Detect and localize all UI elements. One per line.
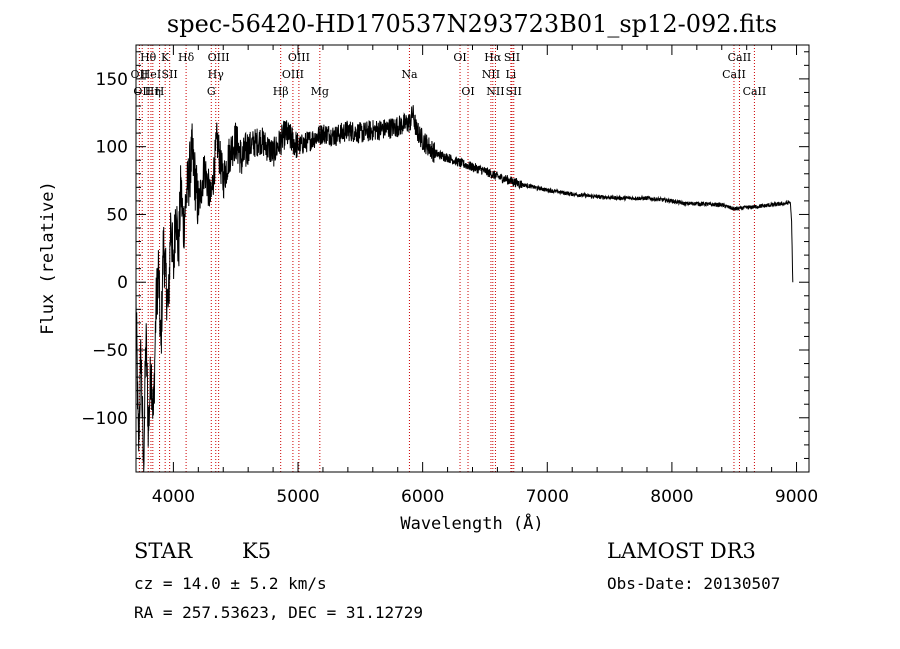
spectral-line-label: Hη [145, 85, 161, 98]
x-axis-ticks: 4000 5000 6000 7000 8000 9000 [152, 45, 818, 507]
spectral-line-label: Hθ [140, 51, 157, 64]
spectral-line-labels: OIIOIIHθHeIHηHKSIIHδGHγOIIIHβOIIIOIIIMgN… [131, 51, 767, 98]
spectral-line-label: H [155, 85, 165, 98]
spectral-line-label: K [161, 51, 170, 64]
x-axis-label: Wavelength (Å) [400, 512, 543, 534]
y-tick-label: −100 [81, 409, 128, 429]
spectral-line-label: NII [482, 68, 500, 81]
spectral-line-label: Hβ [273, 85, 289, 98]
spectral-line-label: OII [133, 85, 151, 98]
spectral-line-label: SII [506, 85, 522, 98]
y-tick-label: 150 [96, 70, 128, 90]
spectral-line-label: OIII [288, 51, 310, 64]
spectral-line-label: OII [131, 68, 149, 81]
spectral-lines-layer [138, 45, 755, 472]
spectral-line-label: CaII [722, 68, 746, 81]
spectral-line-label: HeI [141, 68, 161, 81]
spectral-line-label: CaII [728, 51, 752, 64]
y-tick-label: 50 [106, 205, 128, 225]
chart-title: spec-56420-HD170537N293723B01_sp12-092.f… [167, 10, 777, 38]
spectral-line-label: Mg [311, 85, 329, 98]
spectral-line-label: Hγ [208, 68, 225, 81]
y-tick-label: 100 [96, 138, 128, 158]
flux-series-line [135, 105, 794, 473]
x-tick-label: 6000 [401, 487, 444, 507]
spectral-line-label: NII [486, 85, 504, 98]
spectral-line-label: OI [453, 51, 466, 64]
spectral-line-label: Li [505, 68, 516, 81]
spectral-line-label: OIII [208, 51, 230, 64]
redshift-text: cz = 14.0 ± 5.2 km/s [134, 574, 327, 593]
spectral-line-label: Hα [484, 51, 502, 64]
x-tick-label: 4000 [152, 487, 195, 507]
x-tick-label: 9000 [775, 487, 818, 507]
plot-frame [135, 44, 810, 473]
spectral-line-label: SII [504, 51, 520, 64]
y-axis-ticks: −100 −50 0 50 100 150 [81, 51, 809, 473]
x-tick-label: 8000 [650, 487, 693, 507]
spectral-line-label: Hδ [178, 51, 195, 64]
y-tick-label: −50 [92, 341, 128, 361]
spectral-line-label: OI [461, 85, 474, 98]
x-tick-label: 5000 [276, 487, 319, 507]
spectral-line-label: G [207, 85, 216, 98]
y-tick-label: 0 [117, 273, 128, 293]
spectral-line-label: SII [162, 68, 178, 81]
ra-dec-text: RA = 257.53623, DEC = 31.12729 [134, 603, 423, 622]
object-subclass: K5 [242, 539, 272, 563]
survey-name: LAMOST DR3 [607, 539, 756, 563]
x-tick-label: 7000 [526, 487, 569, 507]
object-class: STAR [134, 539, 193, 563]
spectral-line-label: CaII [743, 85, 767, 98]
spectral-line-label: Na [401, 68, 418, 81]
y-axis-label: Flux (relative) [38, 181, 58, 335]
obs-date: Obs-Date: 20130507 [607, 574, 781, 593]
spectral-line-label: OIII [282, 68, 304, 81]
